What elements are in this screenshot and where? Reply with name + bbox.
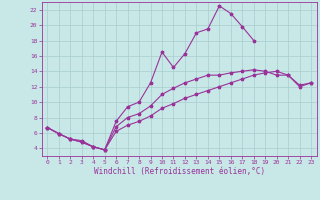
X-axis label: Windchill (Refroidissement éolien,°C): Windchill (Refroidissement éolien,°C) <box>94 167 265 176</box>
